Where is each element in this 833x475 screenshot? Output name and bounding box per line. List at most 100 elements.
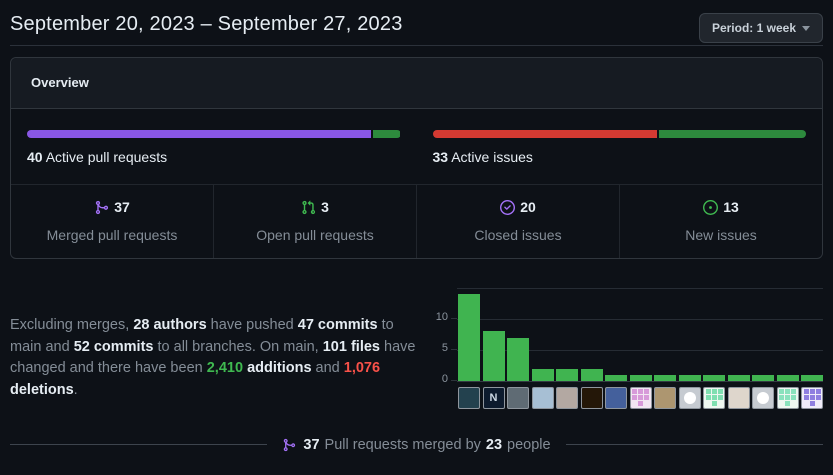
main-row: Excluding merges, 28 authors have pushed… [10,287,823,416]
commit-bar[interactable] [703,374,725,381]
octocat-icon [757,391,769,404]
merged-pr-footer: 37 Pull requests merged by 23 people [10,437,823,453]
author-avatar[interactable] [703,386,725,409]
commit-bar[interactable] [556,368,578,381]
summary-text: to main and [10,317,394,355]
author-avatar[interactable]: N [482,386,505,409]
stat-open-pull-requests[interactable]: 3 Open pull requests [213,185,416,258]
commit-bar[interactable] [458,293,480,381]
stat-merged-pull-requests[interactable]: 37 Merged pull requests [11,185,213,258]
page-header: September 20, 2023 – September 27, 2023 … [0,0,833,43]
identicon-pattern [711,395,717,400]
y-tick-mark [451,317,457,319]
summary-text: have pushed [206,317,298,333]
commit-bar[interactable] [776,374,799,381]
summary-text: have changed and there have been [10,338,416,377]
commit-bar[interactable] [482,330,505,381]
new-bar-segment [658,130,806,138]
author-avatar[interactable] [678,386,701,409]
active-pull-requests-label: 40 Active pull requests [27,149,401,165]
page-title: September 20, 2023 – September 27, 2023 [10,13,403,35]
author-avatar[interactable] [580,386,603,409]
open-pr-count[interactable]: 3 [321,199,329,215]
identicon-pattern [785,395,790,400]
active-pull-requests-count: 40 [27,149,43,165]
y-tick-mark [451,379,457,381]
active-issues-text: Active issues [448,149,533,165]
identicon-pattern [638,395,643,400]
gridline-5 [457,349,823,351]
author-avatar[interactable] [531,386,554,409]
y-tick-label-10: 10 [435,310,448,323]
summary-text: and [311,360,344,376]
summary-text: Excluding merges, [10,317,134,333]
commits-all-count: 52 commits [73,338,154,355]
deletions-count: 1,076 [343,360,381,376]
overview-card-header: Overview [11,58,822,109]
author-avatar[interactable] [605,386,627,409]
issue-closed-icon [500,199,516,215]
avatar-row: N [458,386,823,409]
y-tick-mark [451,348,457,350]
author-avatar[interactable] [776,386,799,409]
overview-card: Overview 40 Active pull requests 33 Acti… [10,57,823,259]
author-avatar[interactable] [629,386,652,409]
people-count: 23 [485,436,503,453]
author-avatar[interactable] [556,386,578,409]
additions-count: 2,410 [206,360,244,376]
commit-bar[interactable] [580,368,603,381]
closed-issues-label[interactable]: Closed issues [474,226,562,243]
merged-pr-label[interactable]: Merged pull requests [46,226,178,243]
chevron-down-icon [802,25,810,31]
commit-bar[interactable] [801,374,823,381]
stats-row: 37 Merged pull requests 3 Open pull requ… [11,184,822,258]
author-avatar[interactable] [507,386,529,409]
merged-pr-total: 37 [303,436,320,453]
header-divider [10,45,823,46]
author-avatar[interactable] [458,386,480,409]
git-pull-request-icon [302,200,316,214]
author-avatar[interactable] [727,386,750,409]
gridline-10 [457,318,823,320]
pull-requests-progress-col: 40 Active pull requests [11,130,417,165]
git-merge-icon [96,200,109,214]
commits-bar-chart: 10 5 0 N [430,287,823,416]
new-issues-count[interactable]: 13 [723,199,739,215]
author-avatar[interactable] [654,386,676,409]
progress-row: 40 Active pull requests 33 Active issues [11,109,822,184]
closed-issues-count[interactable]: 20 [520,199,536,215]
commit-bar[interactable] [507,337,529,381]
open-pr-label[interactable]: Open pull requests [256,226,374,243]
issues-progress-col: 33 Active issues [417,130,823,165]
footer-label: people [507,436,551,453]
commit-bar[interactable] [605,374,627,381]
identicon-pattern [809,395,815,400]
commit-bar[interactable] [629,374,652,381]
closed-bar-segment [432,130,657,138]
git-merge-icon [284,438,296,451]
deletions-word: deletions [10,381,74,398]
commit-bar[interactable] [678,374,701,381]
additions-word: additions [247,360,312,376]
author-avatar[interactable] [801,386,823,409]
octocat-icon [683,391,696,404]
footer-text: 37 Pull requests merged by 23 people [282,436,551,453]
merged-pr-count[interactable]: 37 [114,199,130,215]
commit-bar[interactable] [752,374,774,381]
period-dropdown-label: Period: 1 week [711,21,796,35]
commit-bar[interactable] [654,374,676,381]
author-avatar[interactable] [752,386,774,409]
summary-text: to all branches. On main, [153,338,323,355]
stat-closed-issues[interactable]: 20 Closed issues [416,185,619,258]
overview-title: Overview [31,75,89,90]
active-pull-requests-text: Active pull requests [42,149,168,165]
period-dropdown-button[interactable]: Period: 1 week [698,13,823,43]
stat-new-issues[interactable]: 13 New issues [619,185,822,258]
y-tick-label-0: 0 [441,372,448,385]
commit-bar[interactable] [727,374,750,381]
new-issues-label[interactable]: New issues [685,226,757,243]
commit-bar[interactable] [531,368,554,381]
chart-plot-area [457,287,823,382]
active-issues-label: 33 Active issues [433,149,807,165]
